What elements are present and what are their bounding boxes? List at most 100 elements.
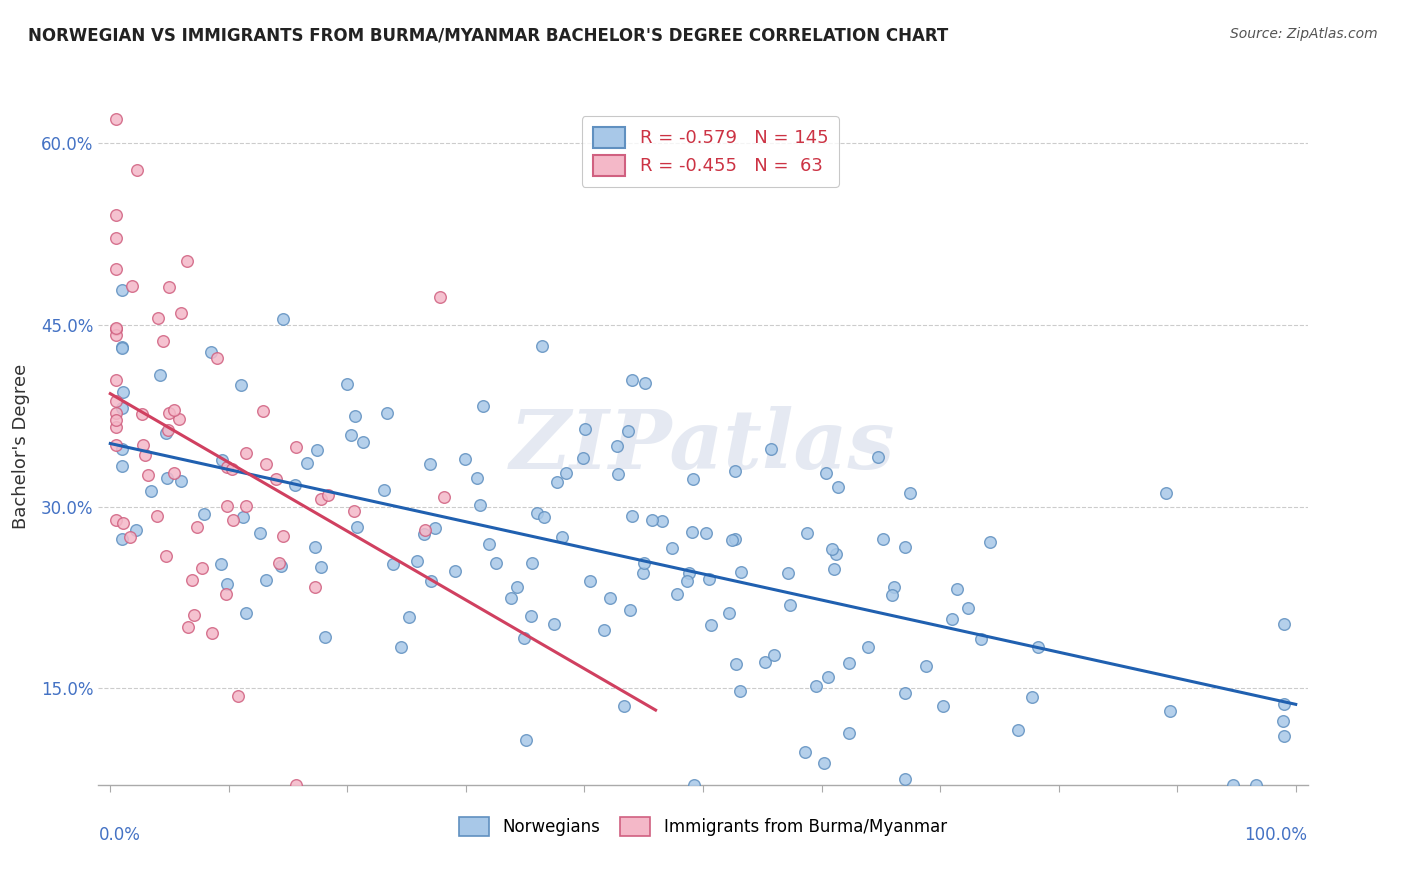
Point	[163, 403, 186, 417]
Point	[728, 684, 751, 698]
Point	[979, 535, 1001, 549]
Point	[111, 401, 134, 416]
Point	[156, 471, 179, 485]
Point	[336, 377, 359, 392]
Point	[254, 573, 277, 587]
Point	[621, 373, 644, 387]
Point	[1246, 778, 1268, 792]
Point	[838, 725, 860, 739]
Point	[105, 322, 128, 336]
Point	[453, 452, 475, 467]
Point	[111, 340, 134, 354]
Point	[634, 376, 657, 390]
Point	[398, 610, 420, 624]
Point	[183, 607, 205, 622]
Point	[352, 435, 374, 450]
Point	[470, 498, 492, 512]
Legend: Norwegians, Immigrants from Burma/Myanmar: Norwegians, Immigrants from Burma/Myanma…	[451, 808, 955, 845]
Point	[221, 462, 243, 476]
Point	[297, 456, 319, 470]
Point	[131, 407, 153, 421]
Point	[112, 384, 135, 399]
Point	[661, 541, 683, 556]
Point	[339, 428, 361, 442]
Point	[633, 556, 655, 570]
Point	[914, 658, 936, 673]
Point	[309, 560, 332, 574]
Point	[344, 409, 367, 424]
Point	[132, 438, 155, 452]
Point	[957, 600, 980, 615]
Point	[526, 506, 548, 520]
Point	[304, 580, 326, 594]
Point	[193, 508, 215, 522]
Point	[235, 606, 257, 620]
Point	[149, 368, 172, 383]
Point	[156, 423, 179, 437]
Point	[105, 438, 128, 452]
Point	[139, 484, 162, 499]
Point	[814, 467, 837, 481]
Point	[613, 699, 636, 714]
Point	[307, 443, 329, 458]
Point	[200, 626, 222, 640]
Point	[343, 504, 366, 518]
Point	[249, 526, 271, 541]
Point	[405, 553, 427, 567]
Point	[105, 406, 128, 420]
Point	[136, 468, 159, 483]
Point	[478, 537, 501, 551]
Point	[1222, 778, 1244, 792]
Point	[606, 439, 628, 453]
Point	[1021, 690, 1043, 705]
Point	[429, 290, 451, 304]
Point	[105, 230, 128, 244]
Point	[827, 480, 849, 494]
Point	[284, 478, 307, 492]
Point	[717, 606, 740, 620]
Point	[617, 424, 640, 438]
Point	[724, 532, 747, 546]
Point	[682, 472, 704, 486]
Point	[111, 284, 134, 298]
Point	[893, 541, 915, 555]
Point	[533, 510, 555, 524]
Point	[1272, 714, 1295, 728]
Point	[217, 459, 239, 474]
Point	[118, 530, 141, 544]
Point	[631, 566, 654, 581]
Point	[1272, 729, 1295, 743]
Point	[167, 412, 190, 426]
Point	[599, 591, 621, 605]
Point	[254, 457, 277, 471]
Point	[1007, 723, 1029, 738]
Point	[880, 588, 903, 602]
Point	[214, 587, 236, 601]
Point	[856, 640, 879, 654]
Point	[413, 526, 436, 541]
Point	[271, 529, 294, 543]
Point	[111, 442, 134, 456]
Point	[970, 632, 993, 646]
Point	[285, 440, 308, 454]
Point	[555, 467, 578, 481]
Point	[571, 451, 593, 466]
Point	[105, 373, 128, 387]
Y-axis label: Bachelor's Degree: Bachelor's Degree	[11, 363, 30, 529]
Point	[894, 772, 917, 787]
Point	[866, 450, 889, 464]
Point	[226, 689, 249, 703]
Point	[472, 399, 495, 413]
Point	[284, 778, 307, 792]
Point	[270, 558, 292, 573]
Point	[264, 472, 287, 486]
Point	[724, 464, 747, 478]
Point	[779, 599, 801, 613]
Point	[271, 311, 294, 326]
Point	[666, 587, 689, 601]
Point	[112, 516, 135, 531]
Point	[730, 565, 752, 579]
Point	[423, 521, 446, 535]
Point	[186, 520, 208, 534]
Point	[252, 403, 274, 417]
